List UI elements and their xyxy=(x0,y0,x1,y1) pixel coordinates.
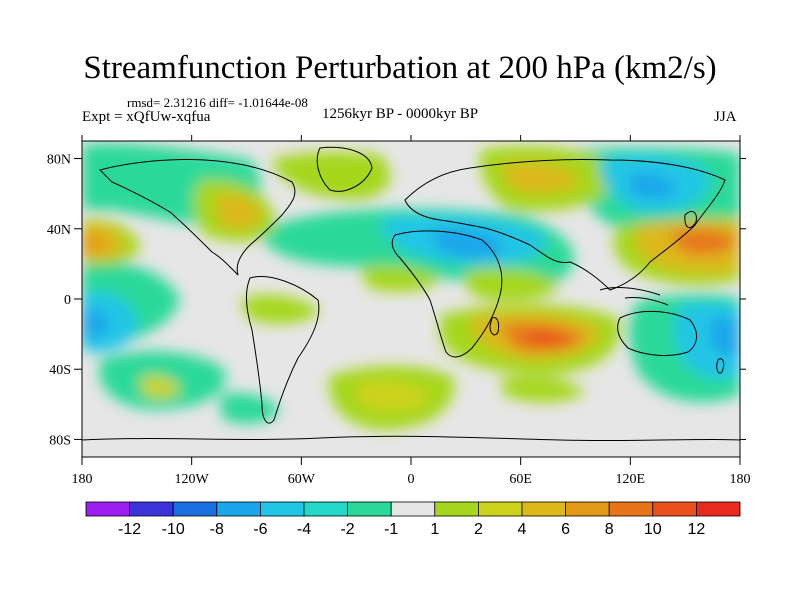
field-patch xyxy=(500,376,585,403)
field-patch xyxy=(710,317,740,357)
coastline-australia xyxy=(617,310,697,356)
colorbar-label: 4 xyxy=(518,521,527,538)
field-patch xyxy=(220,393,280,424)
colorbar-label: -2 xyxy=(340,521,354,538)
coastline-south-america xyxy=(245,276,320,424)
coastlines xyxy=(82,146,740,442)
field-patch xyxy=(215,193,262,230)
x-tick-label: 60W xyxy=(288,472,316,487)
field-layer xyxy=(82,141,740,457)
colorbar-swatch xyxy=(172,501,218,517)
axis-ticks: 180 120W 60W 0 60E 120E 180 80N 40N 0 40S 80S xyxy=(47,135,751,487)
field-patch xyxy=(630,173,676,199)
colorbar-swatch xyxy=(129,501,174,517)
colorbar-swatch xyxy=(85,501,130,517)
field-patch xyxy=(140,375,180,398)
colorbar-swatch xyxy=(565,501,610,517)
y-tick-label: 40N xyxy=(47,223,71,238)
colorbar-label: -8 xyxy=(210,521,224,538)
y-tick-label: 80S xyxy=(49,433,71,448)
field-patch xyxy=(270,151,391,200)
colorbar-label: 1 xyxy=(430,521,439,538)
x-tick-label: 120E xyxy=(616,472,646,487)
field-patch xyxy=(500,162,580,194)
colorbar-swatch xyxy=(521,501,566,517)
coastline-europe-asia xyxy=(404,158,726,291)
x-tick-label: 120W xyxy=(175,472,210,487)
experiment-subtitle: Expt = xQfUw-xqfua xyxy=(82,109,211,125)
colorbar-swatch xyxy=(434,501,479,517)
field-patch xyxy=(670,229,738,255)
field-patch xyxy=(464,268,560,302)
y-tick-label: 0 xyxy=(64,293,71,308)
x-tick-label: 60E xyxy=(509,472,532,487)
colorbar: -12 -10 -8 -6 -4 -2 -1 1 2 4 6 8 10 12 xyxy=(85,501,741,538)
field-patch xyxy=(430,228,505,258)
coastline-japan xyxy=(684,211,697,229)
coastline-greenland xyxy=(316,146,373,192)
coastline-africa xyxy=(391,230,503,358)
field-patch xyxy=(82,231,106,254)
colorbar-label: 12 xyxy=(688,521,706,538)
field-patch xyxy=(240,294,320,324)
field-patch xyxy=(528,332,570,347)
colorbar-label: 2 xyxy=(474,521,483,538)
colorbar-label: 10 xyxy=(644,521,662,538)
colorbar-label: -6 xyxy=(253,521,267,538)
colorbar-swatch xyxy=(259,501,305,517)
x-tick-label: 180 xyxy=(730,472,751,487)
coastline-new-zealand xyxy=(716,358,725,374)
colorbar-label: -10 xyxy=(162,521,185,538)
colorbar-swatch xyxy=(216,501,261,517)
chart-title: Streamfunction Perturbation at 200 hPa (… xyxy=(83,50,717,86)
colorbar-swatch xyxy=(390,501,436,517)
field-patch xyxy=(360,265,440,292)
x-tick-label: 0 xyxy=(408,472,415,487)
colorbar-label: 6 xyxy=(561,521,570,538)
y-tick-label: 40S xyxy=(49,363,71,378)
stats-subtitle: rmsd= 2.31216 diff= -1.01644e-08 xyxy=(127,95,308,110)
colorbar-swatch xyxy=(696,501,741,517)
field-patch xyxy=(355,381,430,411)
colorbar-swatch xyxy=(347,501,392,517)
period-subtitle: 1256kyr BP - 0000kyr BP xyxy=(322,106,479,122)
colorbar-swatch xyxy=(608,501,654,517)
colorbar-label: -4 xyxy=(297,521,311,538)
coastline-antarctica xyxy=(82,435,740,442)
colorbar-label: -12 xyxy=(118,521,141,538)
coastline-madagascar xyxy=(489,317,500,336)
x-tick-label: 180 xyxy=(72,472,93,487)
coastline-north-america xyxy=(99,158,296,276)
colorbar-label: 8 xyxy=(605,521,614,538)
colorbar-swatch xyxy=(303,501,348,517)
colorbar-swatch xyxy=(477,501,523,517)
coastline-indonesia xyxy=(599,287,669,306)
y-tick-label: 80N xyxy=(47,153,71,168)
colorbar-label: -1 xyxy=(384,521,398,538)
season-subtitle: JJA xyxy=(714,109,737,125)
colorbar-swatch xyxy=(652,501,697,517)
field-patch xyxy=(82,308,110,338)
